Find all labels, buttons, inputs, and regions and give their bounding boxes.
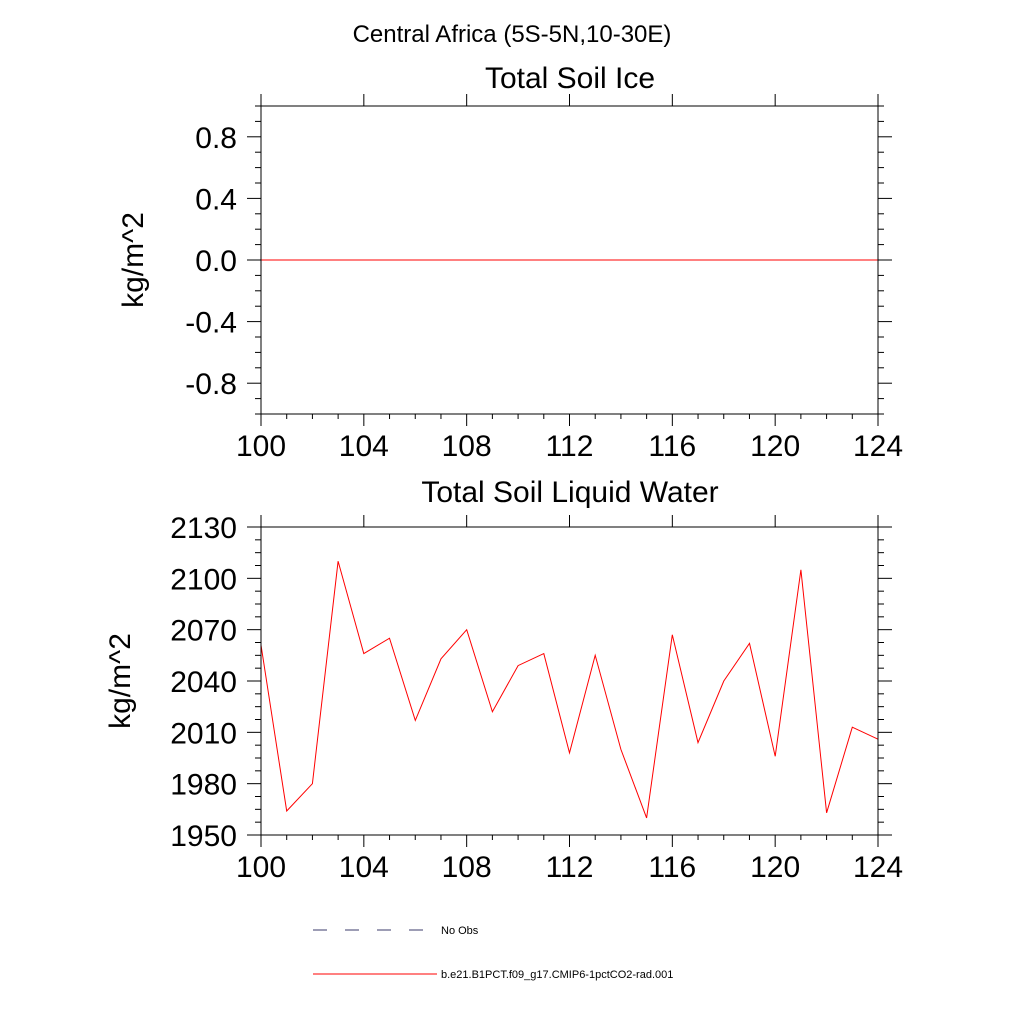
series-line [260, 561, 879, 819]
y-tick-label: 0.4 [195, 183, 237, 216]
x-tick-label: 100 [236, 851, 286, 884]
y-tick-label: -0.8 [185, 368, 237, 401]
x-tick-label: 104 [339, 851, 389, 884]
x-tick-label: 124 [853, 430, 903, 463]
y-tick-label: 0.0 [195, 245, 237, 278]
x-tick-label: 116 [648, 430, 696, 463]
axes: 100 104 108 112 116 120 124 0.8 0.4 0.0 -0.4 -0.8 [185, 94, 903, 463]
y-tick-label: -0.4 [185, 307, 237, 340]
y-tick-label: 1980 [170, 769, 237, 802]
series-lines [260, 561, 879, 819]
y-tick-label: 0.8 [195, 122, 237, 155]
y-tick-label: 2070 [170, 615, 237, 648]
y-axis-label: kg/m^2 [104, 633, 137, 729]
y-tick-label: 2100 [170, 563, 237, 596]
x-tick-label: 104 [339, 430, 389, 463]
legend-label-no-obs: No Obs [441, 925, 479, 937]
x-tick-label: 108 [442, 851, 492, 884]
panel-title: Total Soil Liquid Water [421, 476, 718, 509]
panel-title: Total Soil Ice [485, 62, 655, 95]
y-tick-label: 2130 [170, 512, 237, 545]
x-tick-label: 112 [546, 851, 594, 884]
y-axis-label: kg/m^2 [117, 212, 150, 308]
panel-total-soil-ice: Total Soil Ice kg/m^2 100 104 108 112 116 120… [117, 62, 903, 463]
y-tick-label: 2010 [170, 717, 237, 750]
legend-label-model: b.e21.B1PCT.f09_g17.CMIP6-1pctCO2-rad.00… [441, 969, 673, 981]
panel-total-soil-liquid-water: Total Soil Liquid Water kg/m^2 100 104 108… [104, 476, 903, 884]
x-tick-label: 112 [546, 430, 594, 463]
legend: No Obs b.e21.B1PCT.f09_g17.CMIP6-1pctCO2… [313, 925, 673, 981]
figure-title: Central Africa (5S-5N,10-30E) [353, 21, 672, 48]
x-tick-label: 124 [853, 851, 903, 884]
y-tick-label: 2040 [170, 666, 237, 699]
plot-frame [260, 526, 879, 836]
x-tick-label: 116 [648, 851, 696, 884]
plot-frame [260, 105, 879, 415]
y-tick-label: 1950 [170, 820, 237, 853]
axes: 100 104 108 112 116 120 124 2130 2100 2070 2040 201… [170, 512, 903, 884]
x-tick-label: 100 [236, 430, 286, 463]
x-tick-label: 120 [750, 851, 800, 884]
x-tick-label: 120 [750, 430, 800, 463]
x-tick-label: 108 [442, 430, 492, 463]
